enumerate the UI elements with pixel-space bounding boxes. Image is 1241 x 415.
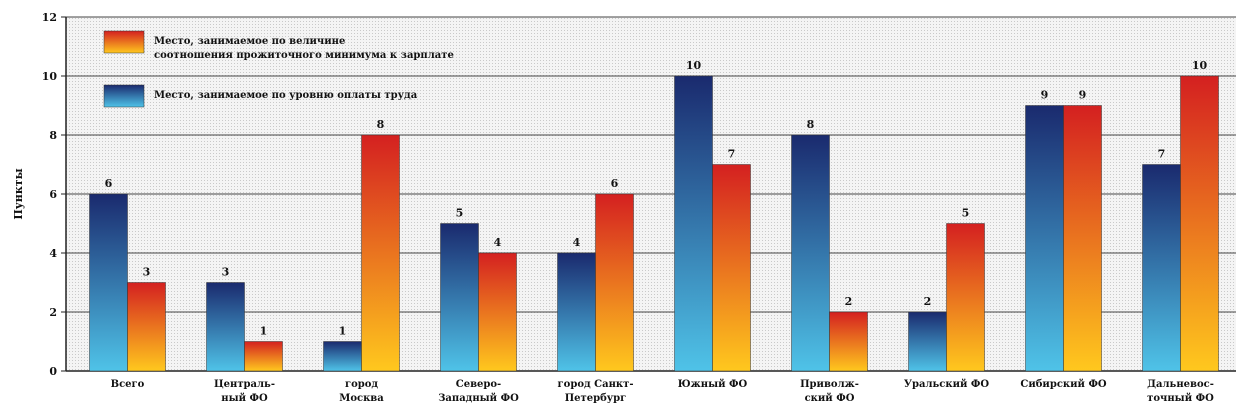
bar-pay [323, 341, 362, 372]
x-tick-label: Дальневос-точный ФО [1147, 379, 1214, 404]
bar-pay [1025, 105, 1064, 372]
bar-ratio [361, 134, 400, 372]
data-label: 5 [456, 207, 464, 220]
data-label: 1 [260, 325, 268, 338]
legend-label-ratio: Место, занимаемое по величине соотношения… [154, 36, 454, 61]
bar-ratio [1180, 75, 1219, 372]
data-label: 6 [105, 177, 113, 190]
x-tick-label: Приволж-ский ФО [800, 379, 859, 404]
y-tick-label: 4 [49, 247, 57, 260]
bar-ratio [595, 193, 634, 372]
y-axis-title: Пункты [12, 168, 25, 219]
bar-ratio [712, 164, 751, 372]
bar-ratio [478, 252, 517, 372]
data-label: 10 [1192, 59, 1208, 72]
x-tick-label: Централь-ный ФО [214, 379, 275, 404]
legend: Место, занимаемое по величине соотношения… [103, 30, 454, 108]
data-label: 8 [807, 118, 815, 131]
bar-pay [206, 282, 245, 372]
data-label: 3 [222, 266, 230, 279]
x-tick-label: город Москва [339, 379, 384, 404]
data-label: 9 [1041, 89, 1049, 102]
x-tick-label: Уральский ФО [904, 379, 990, 390]
bar-pay [89, 193, 128, 372]
data-label: 5 [962, 207, 970, 220]
bar-pay [674, 75, 713, 372]
y-tick-label: 0 [49, 365, 57, 378]
legend-label-pay: Место, занимаемое по уровню оплаты труда [154, 90, 418, 101]
x-tick-label: Северо-Западный ФО [438, 379, 519, 404]
data-label: 9 [1079, 89, 1087, 102]
data-label: 4 [494, 236, 502, 249]
data-label: 4 [573, 236, 581, 249]
legend-swatch-ratio [103, 30, 145, 54]
bar-pay [557, 252, 596, 372]
bar-ratio [829, 311, 868, 372]
bar-pay [908, 311, 947, 372]
legend-swatch-pay [103, 84, 145, 108]
y-tick-label: 10 [42, 70, 58, 83]
x-tick-label: город Санкт-Петербург [558, 379, 634, 404]
x-tick-label: Всего [111, 379, 145, 390]
data-label: 7 [728, 148, 736, 161]
data-label: 2 [924, 295, 932, 308]
data-label: 8 [377, 118, 385, 131]
data-label: 10 [686, 59, 702, 72]
data-label: 1 [339, 325, 347, 338]
bar-pay [791, 134, 830, 372]
data-label: 3 [143, 266, 151, 279]
bar-pay [1142, 164, 1181, 372]
data-label: 6 [611, 177, 619, 190]
bar-ratio [1063, 105, 1102, 372]
bar-ratio [244, 341, 283, 372]
y-tick-label: 8 [49, 129, 57, 142]
data-label: 2 [845, 295, 853, 308]
x-tick-label: Сибирский ФО [1020, 379, 1107, 390]
x-tick-label: Южный ФО [678, 379, 748, 390]
bar-ratio [127, 282, 166, 372]
bar-ratio [946, 223, 985, 372]
data-label: 7 [1158, 148, 1166, 161]
y-tick-label: 2 [49, 306, 57, 319]
y-tick-label: 12 [42, 11, 57, 24]
y-tick-label: 6 [49, 188, 57, 201]
bar-pay [440, 223, 479, 372]
